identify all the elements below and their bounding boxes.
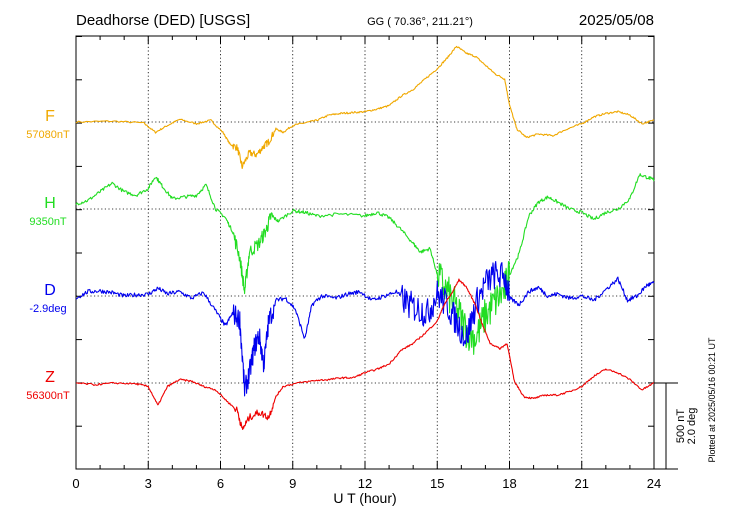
series-baseline-z: 56300nT	[26, 390, 70, 402]
scale-bar: 500 nT 2.0 deg	[654, 382, 698, 470]
x-tick-label: 6	[217, 476, 224, 491]
scale-label-nt: 500 nT	[675, 409, 687, 444]
series-lines	[75, 45, 655, 431]
series-labels: F 57080nT H 9350nT D -2.9deg Z 56300nT	[26, 108, 70, 402]
scale-label-deg: 2.0 deg	[686, 408, 698, 445]
series-line-f	[75, 45, 655, 170]
x-tick-label: 21	[575, 476, 589, 491]
x-tick-label: 12	[358, 476, 372, 491]
series-line-z	[76, 278, 655, 431]
series-line-d	[75, 260, 655, 397]
axis-ticks	[75, 36, 655, 469]
series-baseline-d: -2.9deg	[29, 303, 66, 315]
series-name-h: H	[44, 195, 56, 212]
x-tick-label: 3	[145, 476, 152, 491]
series-baseline-h: 9350nT	[29, 216, 67, 228]
date-label: 2025/05/08	[579, 12, 654, 29]
x-tick-label: 18	[502, 476, 516, 491]
series-name-f: F	[45, 108, 55, 125]
series-line-h	[75, 173, 655, 355]
station-title: Deadhorse (DED) [USGS]	[76, 12, 250, 29]
coordinates-label: GG ( 70.36°, 211.21°)	[367, 16, 473, 28]
x-tick-label: 24	[647, 476, 661, 491]
x-axis-label: U T (hour)	[333, 490, 396, 506]
series-name-z: Z	[45, 369, 55, 386]
series-baseline-f: 57080nT	[26, 129, 70, 141]
plotted-at-note: Plotted at 2025/05/16 00:21 UT	[707, 337, 717, 463]
x-tick-label: 9	[289, 476, 296, 491]
x-tick-label: 0	[72, 476, 79, 491]
grid-lines	[76, 36, 654, 469]
x-tick-labels: 0 3 6 9 12 15 18 21 24	[72, 476, 661, 491]
series-name-d: D	[44, 282, 56, 299]
x-tick-label: 15	[430, 476, 444, 491]
